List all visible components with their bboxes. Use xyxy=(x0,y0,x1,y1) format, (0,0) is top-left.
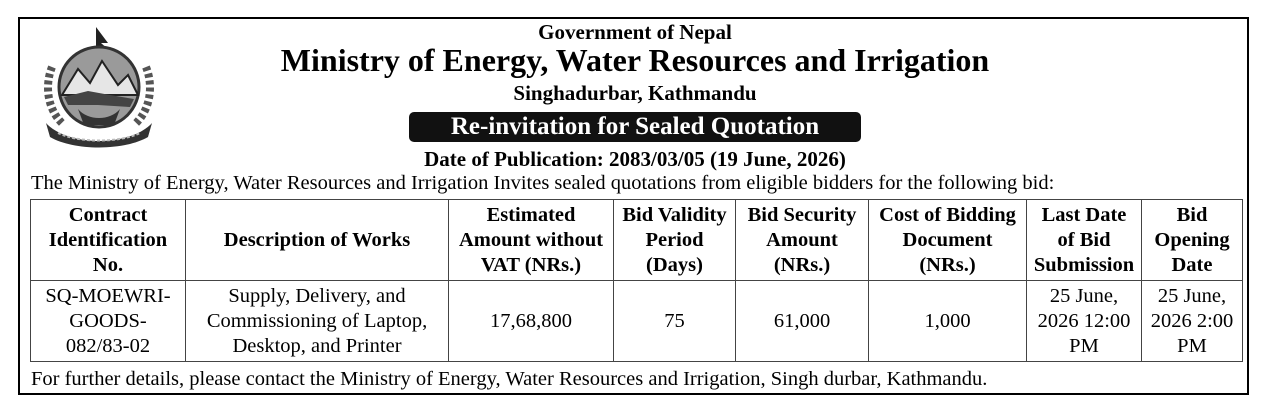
description-cell: Supply, Delivery, and Commissioning of La… xyxy=(185,280,449,362)
government-title: Government of Nepal xyxy=(538,20,732,44)
table-header-row: Contract Identification No. Description of… xyxy=(30,199,1243,281)
intro-text: The Ministry of Energy, Water Resources … xyxy=(31,172,1055,194)
column-header: Bid Validity Period (Days) xyxy=(613,199,736,281)
column-header: Estimated Amount without VAT (NRs.) xyxy=(448,199,614,281)
column-header: Cost of Bidding Document (NRs.) xyxy=(868,199,1027,281)
estimated-amount-cell: 17,68,800 xyxy=(448,280,614,362)
column-header: Bid Opening Date xyxy=(1141,199,1243,281)
table-row: SQ-MOEWRI- GOODS- 082/83-02 Supply, Delive… xyxy=(30,280,1243,362)
validity-period-cell: 75 xyxy=(613,280,736,362)
bid-security-cell: 61,000 xyxy=(735,280,869,362)
notice-frame xyxy=(18,17,1249,395)
column-header: Contract Identification No. xyxy=(30,199,186,281)
column-header: Bid Security Amount (NRs.) xyxy=(735,199,869,281)
contract-id-cell: SQ-MOEWRI- GOODS- 082/83-02 xyxy=(30,280,186,362)
nepal-coat-of-arms-icon xyxy=(44,27,154,148)
ministry-title: Ministry of Energy, Water Resources and … xyxy=(280,42,990,78)
opening-date-cell: 25 June, 2026 2:00 PM xyxy=(1141,280,1243,362)
column-header: Description of Works xyxy=(185,199,449,281)
footer-contact-text: For further details, please contact the … xyxy=(31,368,988,390)
document-cost-cell: 1,000 xyxy=(868,280,1027,362)
bid-table: Contract Identification No. Description of… xyxy=(30,199,1243,362)
notice-banner: Re-invitation for Sealed Quotation xyxy=(409,112,861,142)
ministry-location: Singhadurbar, Kathmandu xyxy=(513,81,757,105)
publication-date: Date of Publication: 2083/03/05 (19 June… xyxy=(424,147,846,171)
submission-date-cell: 25 June, 2026 12:00 PM xyxy=(1026,280,1142,362)
column-header: Last Date of Bid Submission xyxy=(1026,199,1142,281)
